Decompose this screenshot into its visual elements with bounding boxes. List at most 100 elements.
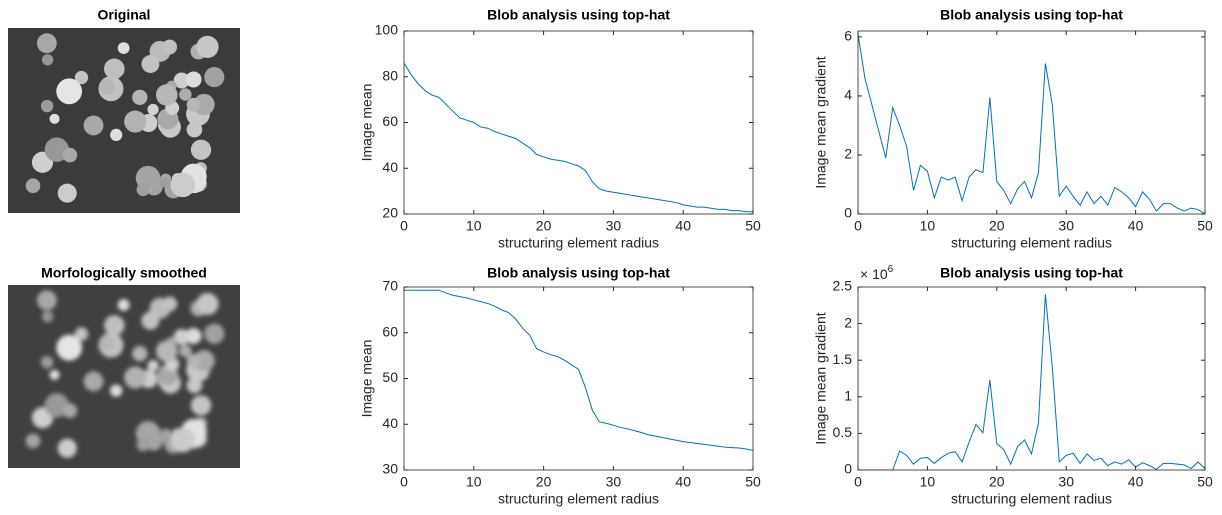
chart-title: Blob analysis using top-hat bbox=[940, 7, 1123, 23]
image-blob bbox=[110, 128, 123, 142]
image-blob bbox=[141, 311, 160, 330]
image-blob bbox=[190, 395, 212, 416]
y-tick-label: 20 bbox=[382, 205, 398, 221]
image-blob bbox=[147, 103, 159, 116]
image-blob bbox=[56, 334, 83, 361]
image-blob bbox=[98, 79, 115, 95]
x-axis-label: structuring element radius bbox=[951, 491, 1112, 507]
image-blob bbox=[103, 58, 125, 80]
y-tick-label: 60 bbox=[382, 323, 398, 339]
image-blob bbox=[204, 323, 225, 344]
image-blob bbox=[110, 384, 123, 397]
x-tick-label: 0 bbox=[854, 218, 862, 234]
x-tick-label: 30 bbox=[1058, 474, 1074, 490]
x-tick-label: 0 bbox=[400, 474, 408, 490]
line bbox=[858, 294, 1205, 470]
image-blob bbox=[179, 344, 192, 358]
image-blob bbox=[132, 89, 148, 105]
image-blob bbox=[155, 340, 178, 363]
y-tick-label: 40 bbox=[382, 415, 398, 431]
image-blob bbox=[185, 71, 202, 88]
x-tick-label: 30 bbox=[1058, 218, 1074, 234]
image-blob bbox=[36, 33, 57, 54]
x-tick-label: 50 bbox=[1197, 218, 1213, 234]
y-tick-label: 80 bbox=[382, 67, 398, 83]
x-tick-label: 20 bbox=[536, 474, 552, 490]
axes-box bbox=[857, 286, 1206, 471]
y-tick-label: 0.5 bbox=[833, 424, 853, 440]
image-blob bbox=[185, 327, 202, 344]
x-axis-label: structuring element radius bbox=[498, 235, 659, 251]
chart-title: Blob analysis using top-hat bbox=[487, 7, 670, 23]
y-tick-label: 0 bbox=[844, 205, 852, 221]
x-tick-label: 20 bbox=[989, 218, 1005, 234]
x-tick-label: 40 bbox=[1128, 218, 1144, 234]
image-blob bbox=[155, 84, 178, 106]
image-blob bbox=[40, 99, 54, 113]
y-tick-label: 1.5 bbox=[833, 351, 853, 367]
image-blob bbox=[124, 366, 147, 389]
chart-title: Blob analysis using top-hat bbox=[487, 265, 670, 281]
y-tick-label: 40 bbox=[382, 159, 398, 175]
x-tick-label: 50 bbox=[1197, 474, 1213, 490]
image-blob bbox=[186, 377, 203, 394]
y-tick-label: 1 bbox=[844, 388, 852, 404]
image-blob bbox=[159, 176, 171, 188]
image-content bbox=[25, 33, 225, 203]
image-blob bbox=[40, 356, 54, 369]
image-title: Original bbox=[98, 7, 151, 23]
image-blob bbox=[83, 371, 104, 392]
y-tick-label: 2 bbox=[844, 314, 852, 330]
image-blob bbox=[62, 147, 78, 163]
x-tick-label: 40 bbox=[1128, 474, 1144, 490]
y-axis-label: Image mean bbox=[359, 340, 375, 418]
image-blob bbox=[98, 335, 115, 352]
x-tick-label: 30 bbox=[606, 474, 622, 490]
x-tick-label: 40 bbox=[675, 474, 691, 490]
y-tick-label: 30 bbox=[382, 461, 398, 477]
y-scale-base: × 10 bbox=[860, 266, 888, 282]
plot-area bbox=[858, 31, 1205, 214]
image-blob bbox=[74, 327, 89, 341]
x-tick-label: 40 bbox=[675, 218, 691, 234]
image-blob bbox=[170, 427, 196, 453]
image-blob bbox=[25, 178, 41, 194]
y-tick-label: 50 bbox=[382, 369, 398, 385]
plot-area bbox=[858, 287, 1205, 470]
image-content bbox=[25, 290, 225, 458]
image-blob bbox=[162, 296, 178, 312]
image-blob bbox=[141, 55, 160, 73]
y-tick-label: 2.5 bbox=[833, 278, 853, 294]
image-blob bbox=[186, 97, 201, 112]
image-blob bbox=[147, 360, 159, 372]
image-blob bbox=[193, 93, 215, 116]
image-blob bbox=[117, 299, 130, 311]
image-blob bbox=[196, 292, 219, 315]
image-blob bbox=[186, 354, 201, 368]
y-tick-label: 4 bbox=[844, 87, 852, 103]
y-axis-label: Image mean gradient bbox=[813, 312, 829, 444]
y-tick-label: 70 bbox=[382, 278, 398, 294]
image-blob bbox=[190, 139, 212, 160]
image-blob bbox=[132, 345, 148, 362]
x-tick-label: 10 bbox=[920, 474, 936, 490]
image-blob bbox=[83, 115, 104, 136]
y-tick-label: 0 bbox=[844, 461, 852, 477]
image-blob bbox=[103, 315, 125, 336]
image-blob bbox=[136, 183, 150, 197]
image-blob bbox=[196, 35, 219, 59]
line bbox=[404, 289, 753, 451]
y-tick-label: 6 bbox=[844, 28, 852, 44]
x-tick-label: 20 bbox=[989, 474, 1005, 490]
image-blob bbox=[162, 39, 178, 55]
image-blob bbox=[124, 110, 147, 133]
image-blob bbox=[41, 54, 54, 66]
y-tick-label: 2 bbox=[844, 146, 852, 162]
image-blob bbox=[57, 438, 77, 458]
plot-area bbox=[404, 287, 753, 470]
image-blob bbox=[25, 433, 41, 449]
image-blob bbox=[117, 42, 130, 54]
x-axis-label: structuring element radius bbox=[951, 235, 1112, 251]
image-blob bbox=[41, 310, 54, 323]
